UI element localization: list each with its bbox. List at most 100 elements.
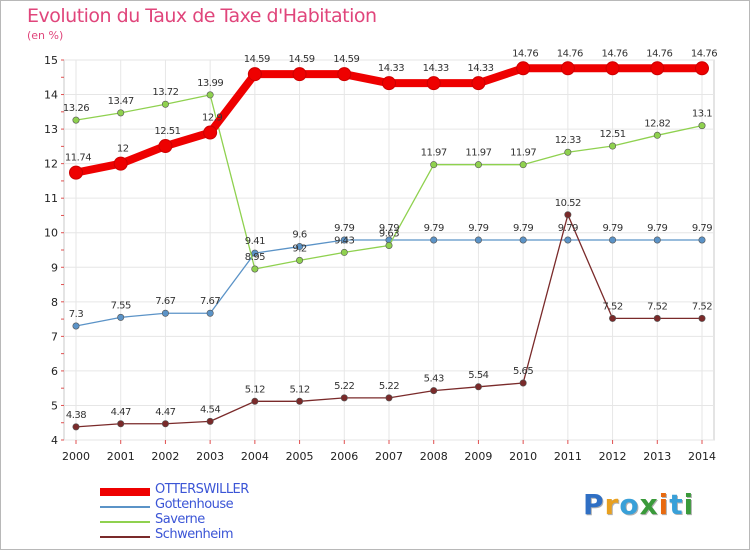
legend-label: Schwenheim — [155, 527, 234, 542]
data-point — [117, 313, 125, 321]
data-label: 13.1 — [692, 109, 712, 120]
data-point — [564, 236, 572, 244]
data-point — [161, 420, 169, 428]
data-point — [430, 387, 438, 395]
data-label: 9.79 — [513, 223, 533, 234]
data-point — [426, 76, 441, 91]
data-point — [605, 61, 620, 76]
y-tick-label: 12 — [44, 158, 58, 171]
data-label: 12.9 — [202, 113, 222, 124]
data-label: 5.54 — [468, 370, 488, 381]
data-label: 7.52 — [692, 301, 712, 312]
data-label: 9.79 — [558, 223, 578, 234]
data-label: 13.72 — [152, 87, 178, 98]
data-labels: 11.74 12 12.51 12.9 14.59 14.59 14.59 14.33 14.3… — [63, 48, 718, 421]
legend-swatch — [100, 521, 150, 523]
logo-letter: x — [639, 488, 659, 521]
data-point — [113, 156, 128, 171]
proxiti-logo: Proxiti — [583, 488, 694, 521]
data-label: 7.67 — [155, 296, 175, 307]
data-point — [251, 397, 259, 405]
data-label: 14.33 — [467, 63, 493, 74]
data-label: 12 — [117, 144, 129, 155]
data-label: 9.79 — [692, 223, 712, 234]
data-point — [698, 236, 706, 244]
data-point — [382, 76, 396, 91]
data-label: 4.47 — [155, 407, 175, 418]
x-tick-label: 2004 — [241, 450, 269, 463]
legend-label: Saverne — [155, 512, 205, 527]
y-tick-label: 9 — [51, 261, 58, 274]
data-point — [560, 61, 575, 76]
data-label: 11.97 — [465, 148, 491, 159]
logo-letter: r — [604, 488, 620, 521]
logo-letter: o — [619, 488, 640, 521]
data-point — [609, 236, 617, 244]
x-tick-label: 2011 — [554, 450, 582, 463]
data-point — [564, 148, 572, 156]
data-label: 14.33 — [378, 63, 404, 74]
data-point — [698, 314, 706, 322]
data-label: 9.41 — [245, 236, 265, 247]
data-label: 14.76 — [557, 48, 583, 59]
data-point — [117, 109, 125, 117]
data-point — [69, 165, 83, 180]
data-point — [609, 142, 617, 150]
data-point — [251, 249, 259, 257]
data-label: 14.76 — [691, 48, 717, 59]
y-tick-label: 7 — [51, 330, 58, 343]
data-point — [430, 161, 438, 169]
x-tick-label: 2013 — [643, 450, 671, 463]
data-label: 9.6 — [292, 230, 307, 241]
data-point — [337, 67, 352, 82]
data-label: 14.59 — [244, 54, 270, 65]
data-point — [72, 116, 80, 124]
data-label: 13.26 — [63, 103, 89, 114]
data-point — [340, 248, 348, 256]
data-label: 5.22 — [379, 381, 399, 392]
legend-label: Gottenhouse — [155, 497, 234, 512]
data-point — [158, 139, 173, 154]
data-label: 12.33 — [555, 135, 581, 146]
data-point — [519, 379, 527, 387]
data-point — [296, 397, 304, 405]
data-point — [203, 125, 218, 140]
x-tick-label: 2000 — [62, 450, 90, 463]
data-point — [206, 417, 214, 425]
data-label: 12.82 — [644, 118, 670, 129]
data-label: 4.54 — [200, 404, 220, 415]
data-label: 5.22 — [334, 381, 354, 392]
data-label: 5.65 — [513, 366, 533, 377]
x-tick-label: 2002 — [151, 450, 179, 463]
data-label: 9.2 — [292, 243, 307, 254]
data-point — [385, 242, 393, 250]
data-label: 5.12 — [289, 384, 309, 395]
data-point — [247, 67, 262, 82]
logo-letter: t — [669, 488, 684, 521]
legend-swatch — [100, 488, 150, 496]
data-point — [206, 309, 214, 317]
data-label: 13.99 — [197, 78, 223, 89]
data-label: 9.43 — [334, 235, 354, 246]
data-point — [653, 236, 661, 244]
series — [69, 61, 709, 431]
data-label: 7.52 — [647, 301, 667, 312]
data-point — [474, 383, 482, 391]
data-label: 14.76 — [512, 48, 538, 59]
data-label: 14.59 — [289, 54, 315, 65]
data-label: 7.52 — [602, 301, 622, 312]
data-point — [340, 236, 348, 244]
legend-swatch — [100, 536, 150, 538]
chart-subtitle: (en %) — [27, 29, 64, 42]
data-point — [609, 314, 617, 322]
y-tick-label: 15 — [44, 54, 58, 67]
data-point — [117, 420, 125, 428]
x-tick-label: 2005 — [286, 450, 314, 463]
y-tick-label: 11 — [44, 192, 58, 205]
data-label: 14.76 — [646, 48, 672, 59]
chart-title: Evolution du Taux de Taxe d'Habitation — [27, 5, 377, 27]
axes: 4 5 6 7 8 9 10 11 12 13 14 15 2000 2001 2002 2003 2004 20… — [44, 54, 716, 463]
x-tick-label: 2009 — [464, 450, 492, 463]
